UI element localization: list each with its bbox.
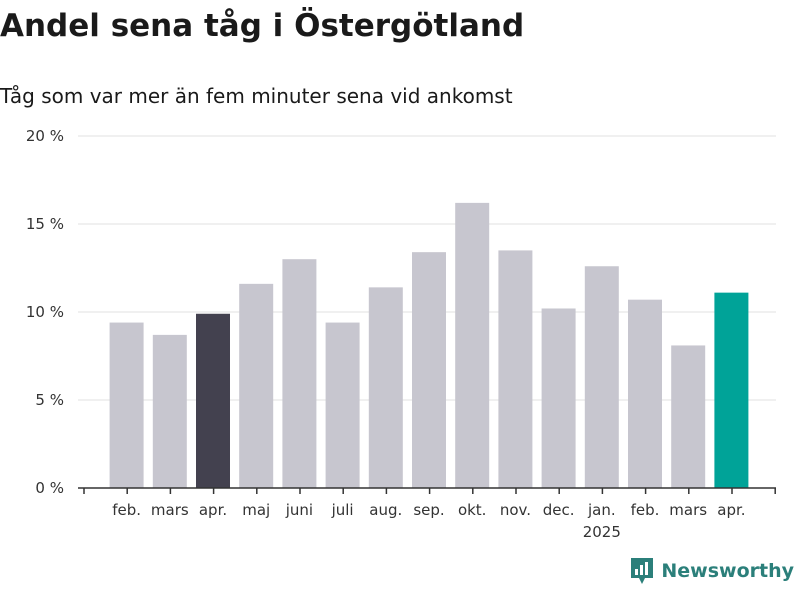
brand-name: Newsworthy <box>661 560 794 582</box>
bar <box>368 287 403 488</box>
bar <box>541 308 576 488</box>
brand-logo: Newsworthy <box>629 556 794 586</box>
x-tick-label: feb. <box>631 501 660 519</box>
x-tick-label: dec. <box>543 501 575 519</box>
x-tick-label: apr. <box>717 501 745 519</box>
bar <box>325 322 360 488</box>
y-axis-labels: 0 % 5 % 10 % 15 % 20 % <box>26 127 64 497</box>
bar <box>152 334 187 488</box>
bar <box>109 322 144 488</box>
x-tick-label: apr. <box>199 501 227 519</box>
x-tick-label: juli <box>331 501 354 519</box>
bar <box>714 292 749 488</box>
x-tick-label: okt. <box>458 501 487 519</box>
chart-subtitle: Tåg som var mer än fem minuter sena vid … <box>0 84 513 108</box>
x-tick-label: mars <box>669 501 707 519</box>
chart-title: Andel sena tåg i Östergötland <box>0 8 525 44</box>
x-tick-label: aug. <box>369 501 402 519</box>
bar <box>196 313 230 488</box>
bar <box>628 299 662 488</box>
bar <box>239 283 274 488</box>
newsworthy-logo-icon <box>631 558 654 584</box>
bar <box>282 259 317 488</box>
x-tick-label: sep. <box>413 501 444 519</box>
bar <box>412 252 446 488</box>
bar <box>584 266 619 488</box>
bar <box>498 250 533 488</box>
bars <box>109 202 749 488</box>
x-tick-label: juni <box>285 501 313 519</box>
y-tick-label: 20 % <box>26 127 64 145</box>
x-axis-labels: feb. mars apr. maj juni juli aug. sep. okt. nov. d… <box>112 501 745 541</box>
x-tick-label: jan. <box>587 501 616 519</box>
x-tick-label: nov. <box>500 501 531 519</box>
y-tick-label: 0 % <box>35 479 64 497</box>
bar <box>455 202 490 488</box>
x-axis <box>78 487 776 494</box>
x-tick-label: maj <box>242 501 270 519</box>
bar <box>671 345 706 488</box>
x-tick-label: feb. <box>112 501 141 519</box>
y-tick-label: 10 % <box>26 303 64 321</box>
x-tick-label: mars <box>151 501 189 519</box>
x-year-label: 2025 <box>583 523 621 541</box>
y-tick-label: 15 % <box>26 215 64 233</box>
y-tick-label: 5 % <box>35 391 64 409</box>
